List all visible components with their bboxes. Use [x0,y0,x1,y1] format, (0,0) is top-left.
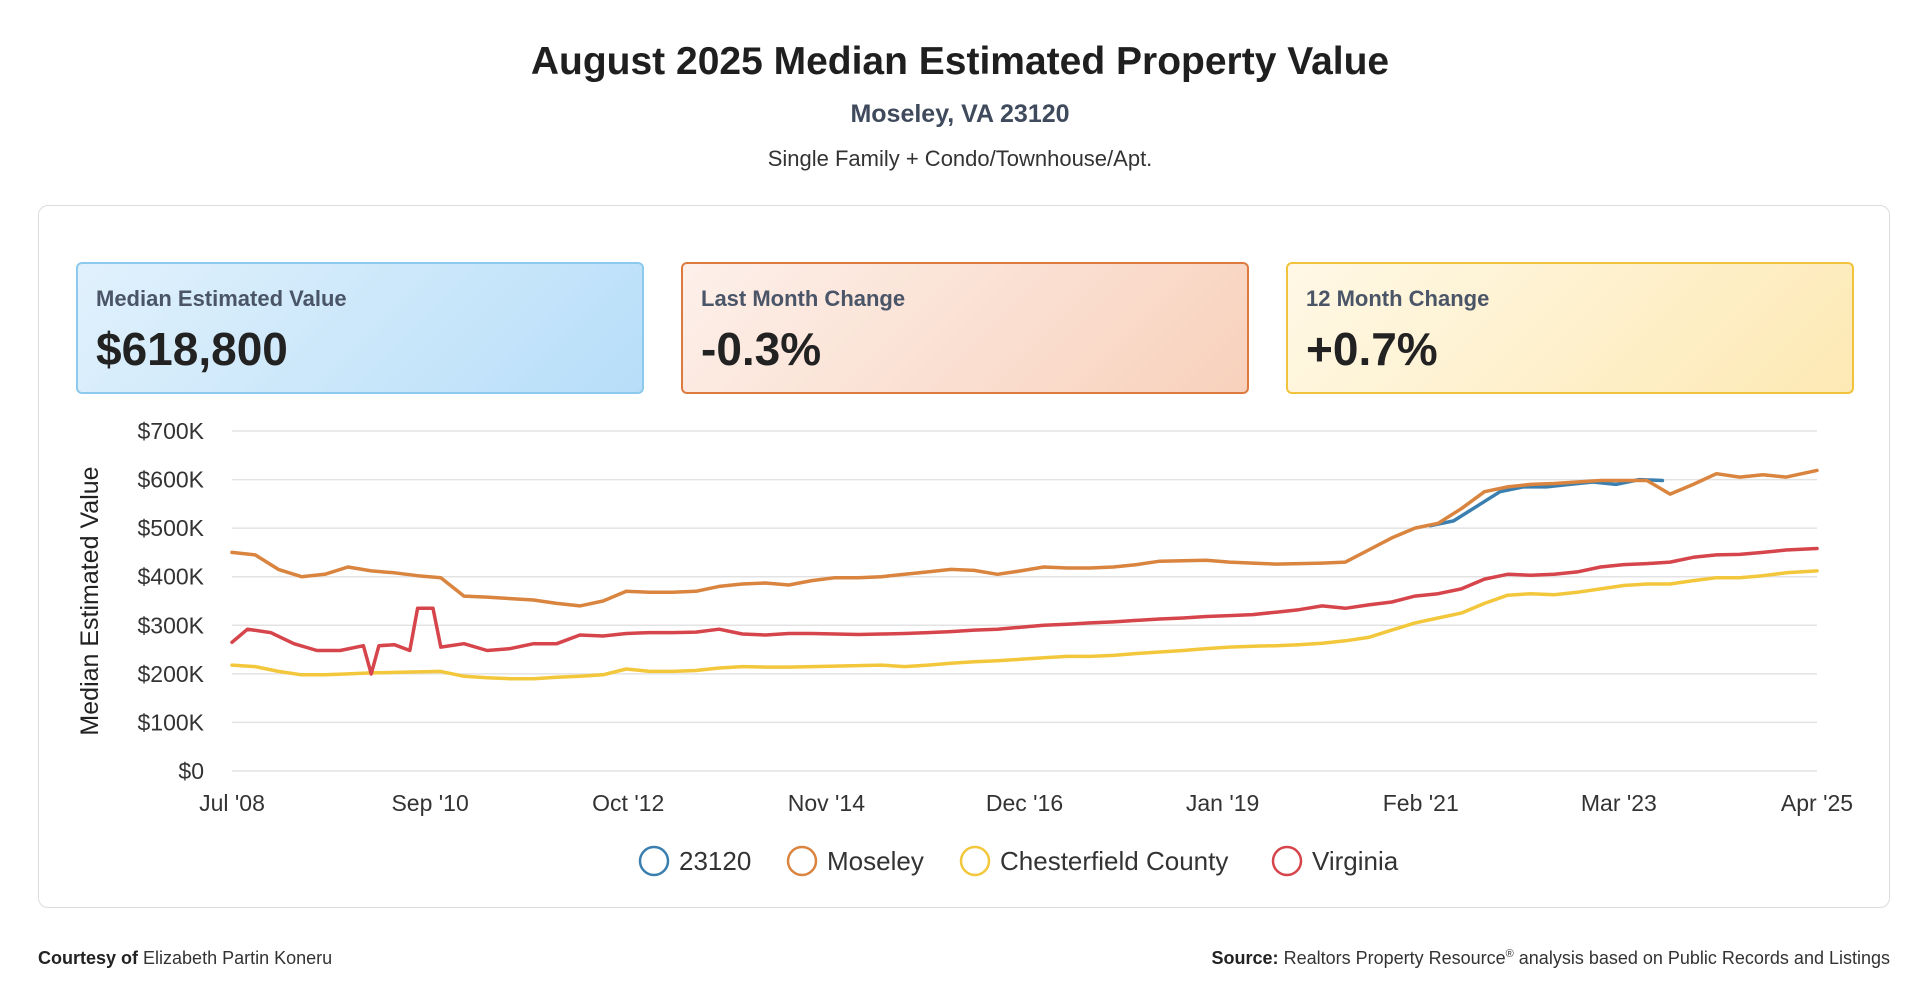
y-axis-ticks: $0 $100K $200K $300K $400K $500K $600K $700K [137,418,204,784]
x-tick-label: Apr '25 [1781,790,1853,816]
source-text: Realtors Property Resource [1283,948,1506,968]
twelve-month-change-value: +0.7% [1306,323,1438,375]
x-tick-label: Nov '14 [788,790,865,816]
y-tick-label: $700K [137,418,204,444]
x-tick-label: Jul '08 [199,790,265,816]
legend-marker [638,845,670,877]
y-tick-label: $100K [137,709,204,735]
line-chart: $0 $100K $200K $300K $400K $500K $600K $700K Ju… [76,418,1853,877]
y-tick-label: $300K [137,612,204,638]
series-line-virginia [230,546,1819,676]
legend-label: Moseley [827,846,924,876]
median-value-label: Median Estimated Value [96,286,347,311]
x-tick-label: Oct '12 [592,790,664,816]
median-value-card: Median Estimated Value $618,800 [76,262,644,394]
x-tick-label: Mar '23 [1581,790,1657,816]
x-axis-ticks: Jul '08 Sep '10 Oct '12 Nov '14 Dec '16 Jan '… [199,790,1853,816]
source-line: Source: Realtors Property Resource® anal… [1212,948,1890,969]
y-tick-label: $0 [178,758,204,784]
series-lines [230,468,1819,681]
series-line-chesterfield-county [230,569,1819,681]
x-tick-label: Jan '19 [1186,790,1259,816]
registered-mark: ® [1505,948,1514,960]
y-tick-label: $400K [137,564,204,590]
last-month-change-value: -0.3% [701,323,822,375]
median-value: $618,800 [96,323,288,375]
y-axis-label: Median Estimated Value [76,466,104,735]
y-tick-label: $600K [137,467,204,493]
twelve-month-change-card: 12 Month Change +0.7% [1286,262,1854,394]
series-line-23120 [1428,477,1665,528]
legend-marker [959,845,991,877]
x-tick-label: Feb '21 [1383,790,1459,816]
property-types: Single Family + Condo/Townhouse/Apt. [767,146,1153,171]
y-tick-label: $200K [137,661,204,687]
twelve-month-change-label: 12 Month Change [1306,286,1490,311]
legend-label: Virginia [1312,846,1399,876]
legend-marker [1271,845,1303,877]
legend-label: 23120 [679,846,751,876]
series-line-moseley [230,468,1819,608]
courtesy-label: Courtesy of [38,948,139,968]
y-tick-label: $500K [137,515,204,541]
page-title: August 2025 Median Estimated Property Va… [530,40,1390,83]
x-tick-label: Dec '16 [986,790,1063,816]
source-label: Source: [1211,948,1279,968]
legend-marker [786,845,818,877]
courtesy-line: Courtesy of Elizabeth Partin Koneru [38,948,332,969]
chart-grid [232,430,1817,772]
legend-label: Chesterfield County [1000,846,1228,876]
legend: 23120 Moseley Chesterfield County Virginia [638,845,1399,877]
x-tick-label: Sep '10 [391,790,468,816]
last-month-change-card: Last Month Change -0.3% [681,262,1249,394]
courtesy-name: Elizabeth Partin Koneru [143,948,333,968]
source-text-2: analysis based on Public Records and Lis… [1513,948,1890,968]
last-month-change-label: Last Month Change [701,286,906,311]
page-subtitle: Moseley, VA 23120 [850,100,1070,128]
